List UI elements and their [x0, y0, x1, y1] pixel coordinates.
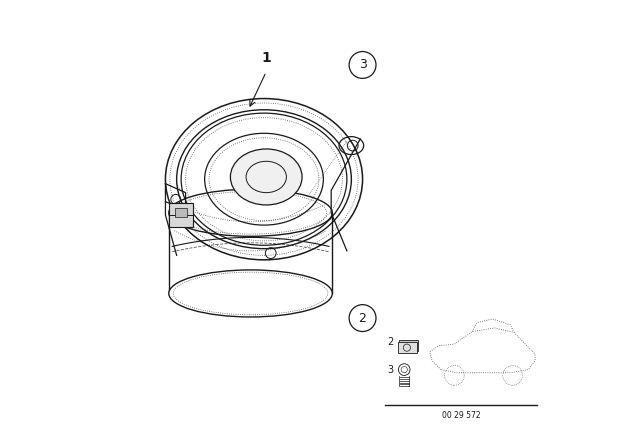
- Text: 3: 3: [358, 58, 367, 72]
- Bar: [175, 208, 188, 217]
- Bar: [169, 202, 193, 228]
- Ellipse shape: [230, 149, 302, 205]
- Text: 2: 2: [388, 337, 394, 347]
- Circle shape: [349, 305, 376, 332]
- Circle shape: [349, 52, 376, 78]
- Text: 3: 3: [388, 366, 394, 375]
- FancyBboxPatch shape: [398, 342, 417, 353]
- Text: 1: 1: [261, 51, 271, 65]
- Ellipse shape: [169, 270, 332, 317]
- FancyBboxPatch shape: [399, 340, 418, 351]
- Text: 2: 2: [358, 311, 367, 325]
- Ellipse shape: [169, 189, 332, 237]
- Text: 00 29 572: 00 29 572: [442, 411, 481, 420]
